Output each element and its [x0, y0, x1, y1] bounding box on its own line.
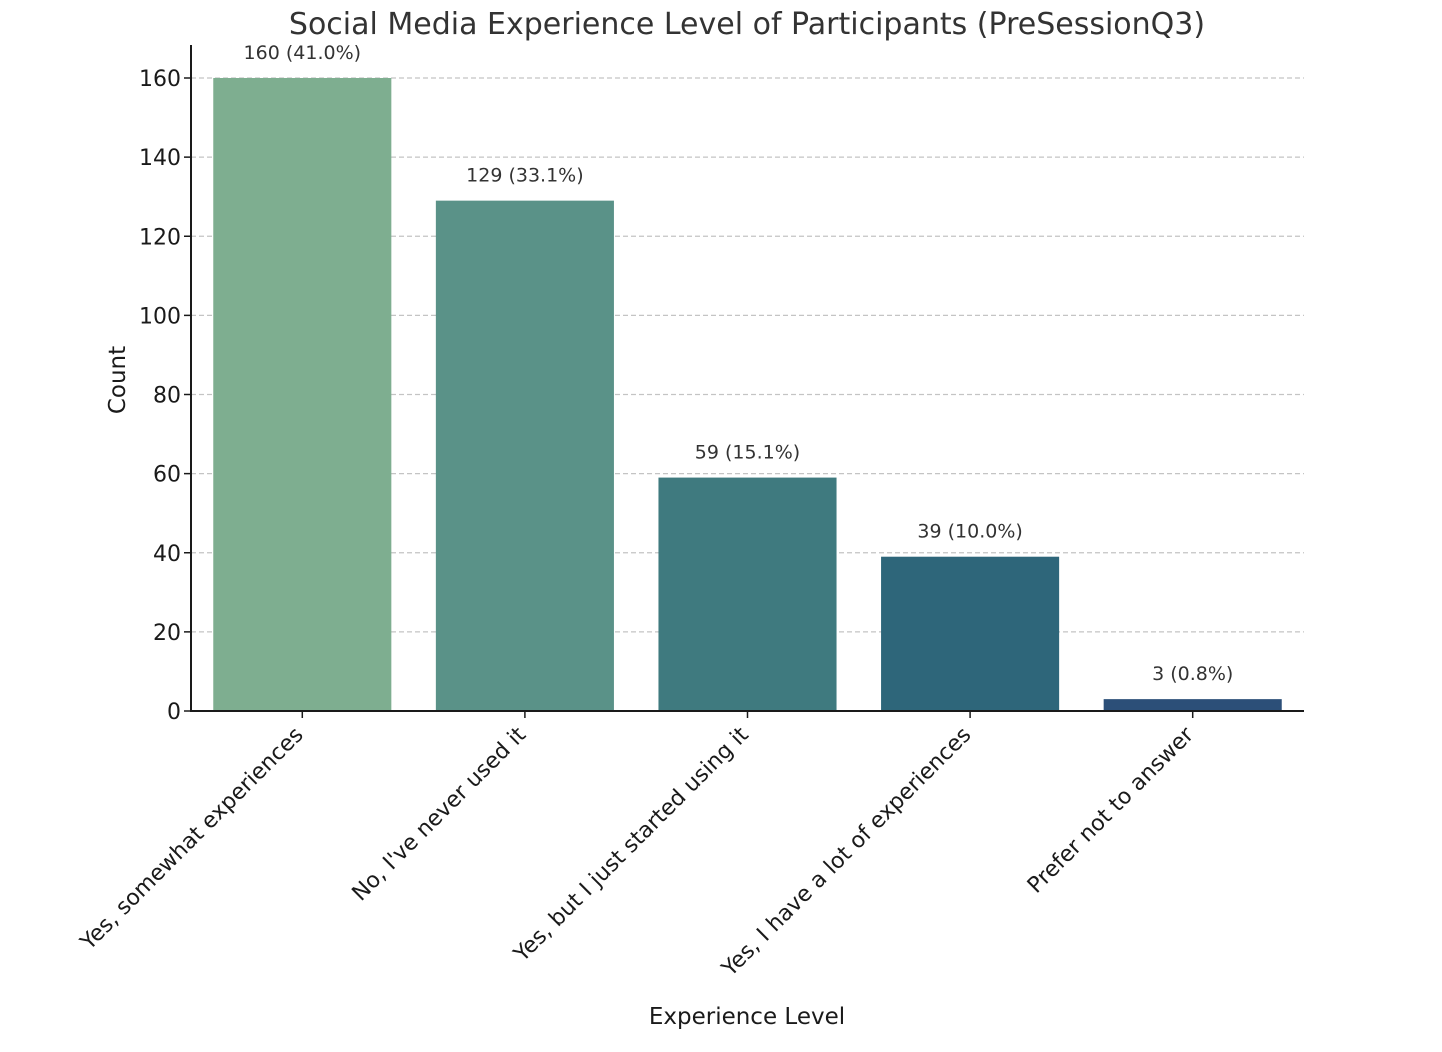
y-ticks: 0 20 40 60 80 100 120 140 160	[139, 67, 191, 725]
x-tick-label: No, I've never used it	[348, 722, 532, 906]
bar	[435, 200, 614, 712]
y-tick-label: 120	[139, 225, 181, 250]
y-tick-label: 160	[139, 67, 181, 92]
bar-value-label: 3 (0.8%)	[1152, 663, 1233, 685]
x-tick-label: Prefer not to answer	[1023, 722, 1200, 899]
y-tick-label: 60	[153, 463, 181, 488]
x-tick-label: Yes, somewhat experiences	[75, 723, 308, 956]
y-tick-label: 20	[153, 621, 181, 646]
y-tick-label: 0	[167, 700, 181, 725]
y-tick-label: 100	[139, 304, 181, 329]
bar-value-label: 160 (41.0%)	[244, 42, 362, 64]
bar	[213, 78, 392, 711]
bars	[213, 78, 1282, 712]
x-tick-label: Yes, but I just started using it	[509, 722, 754, 967]
y-tick-label: 80	[153, 384, 181, 409]
x-ticks: Yes, somewhat experiences No, I've never …	[75, 711, 1200, 983]
y-tick-label: 40	[153, 542, 181, 567]
x-axis-label: Experience Level	[649, 1004, 845, 1030]
bar-value-label: 59 (15.1%)	[695, 442, 800, 464]
bar	[658, 477, 837, 711]
chart-title: Social Media Experience Level of Partici…	[289, 7, 1205, 42]
bar-value-label: 129 (33.1%)	[466, 165, 584, 187]
bar-value-label: 39 (10.0%)	[917, 521, 1022, 543]
bar	[881, 556, 1060, 711]
x-tick-label: Yes, I have a lot of experiences	[717, 723, 977, 983]
y-tick-label: 140	[139, 146, 181, 171]
data-labels: 160 (41.0%) 129 (33.1%) 59 (15.1%) 39 (10.0…	[244, 42, 1234, 685]
y-axis-label: Count	[105, 346, 131, 414]
bar	[1103, 699, 1282, 711]
